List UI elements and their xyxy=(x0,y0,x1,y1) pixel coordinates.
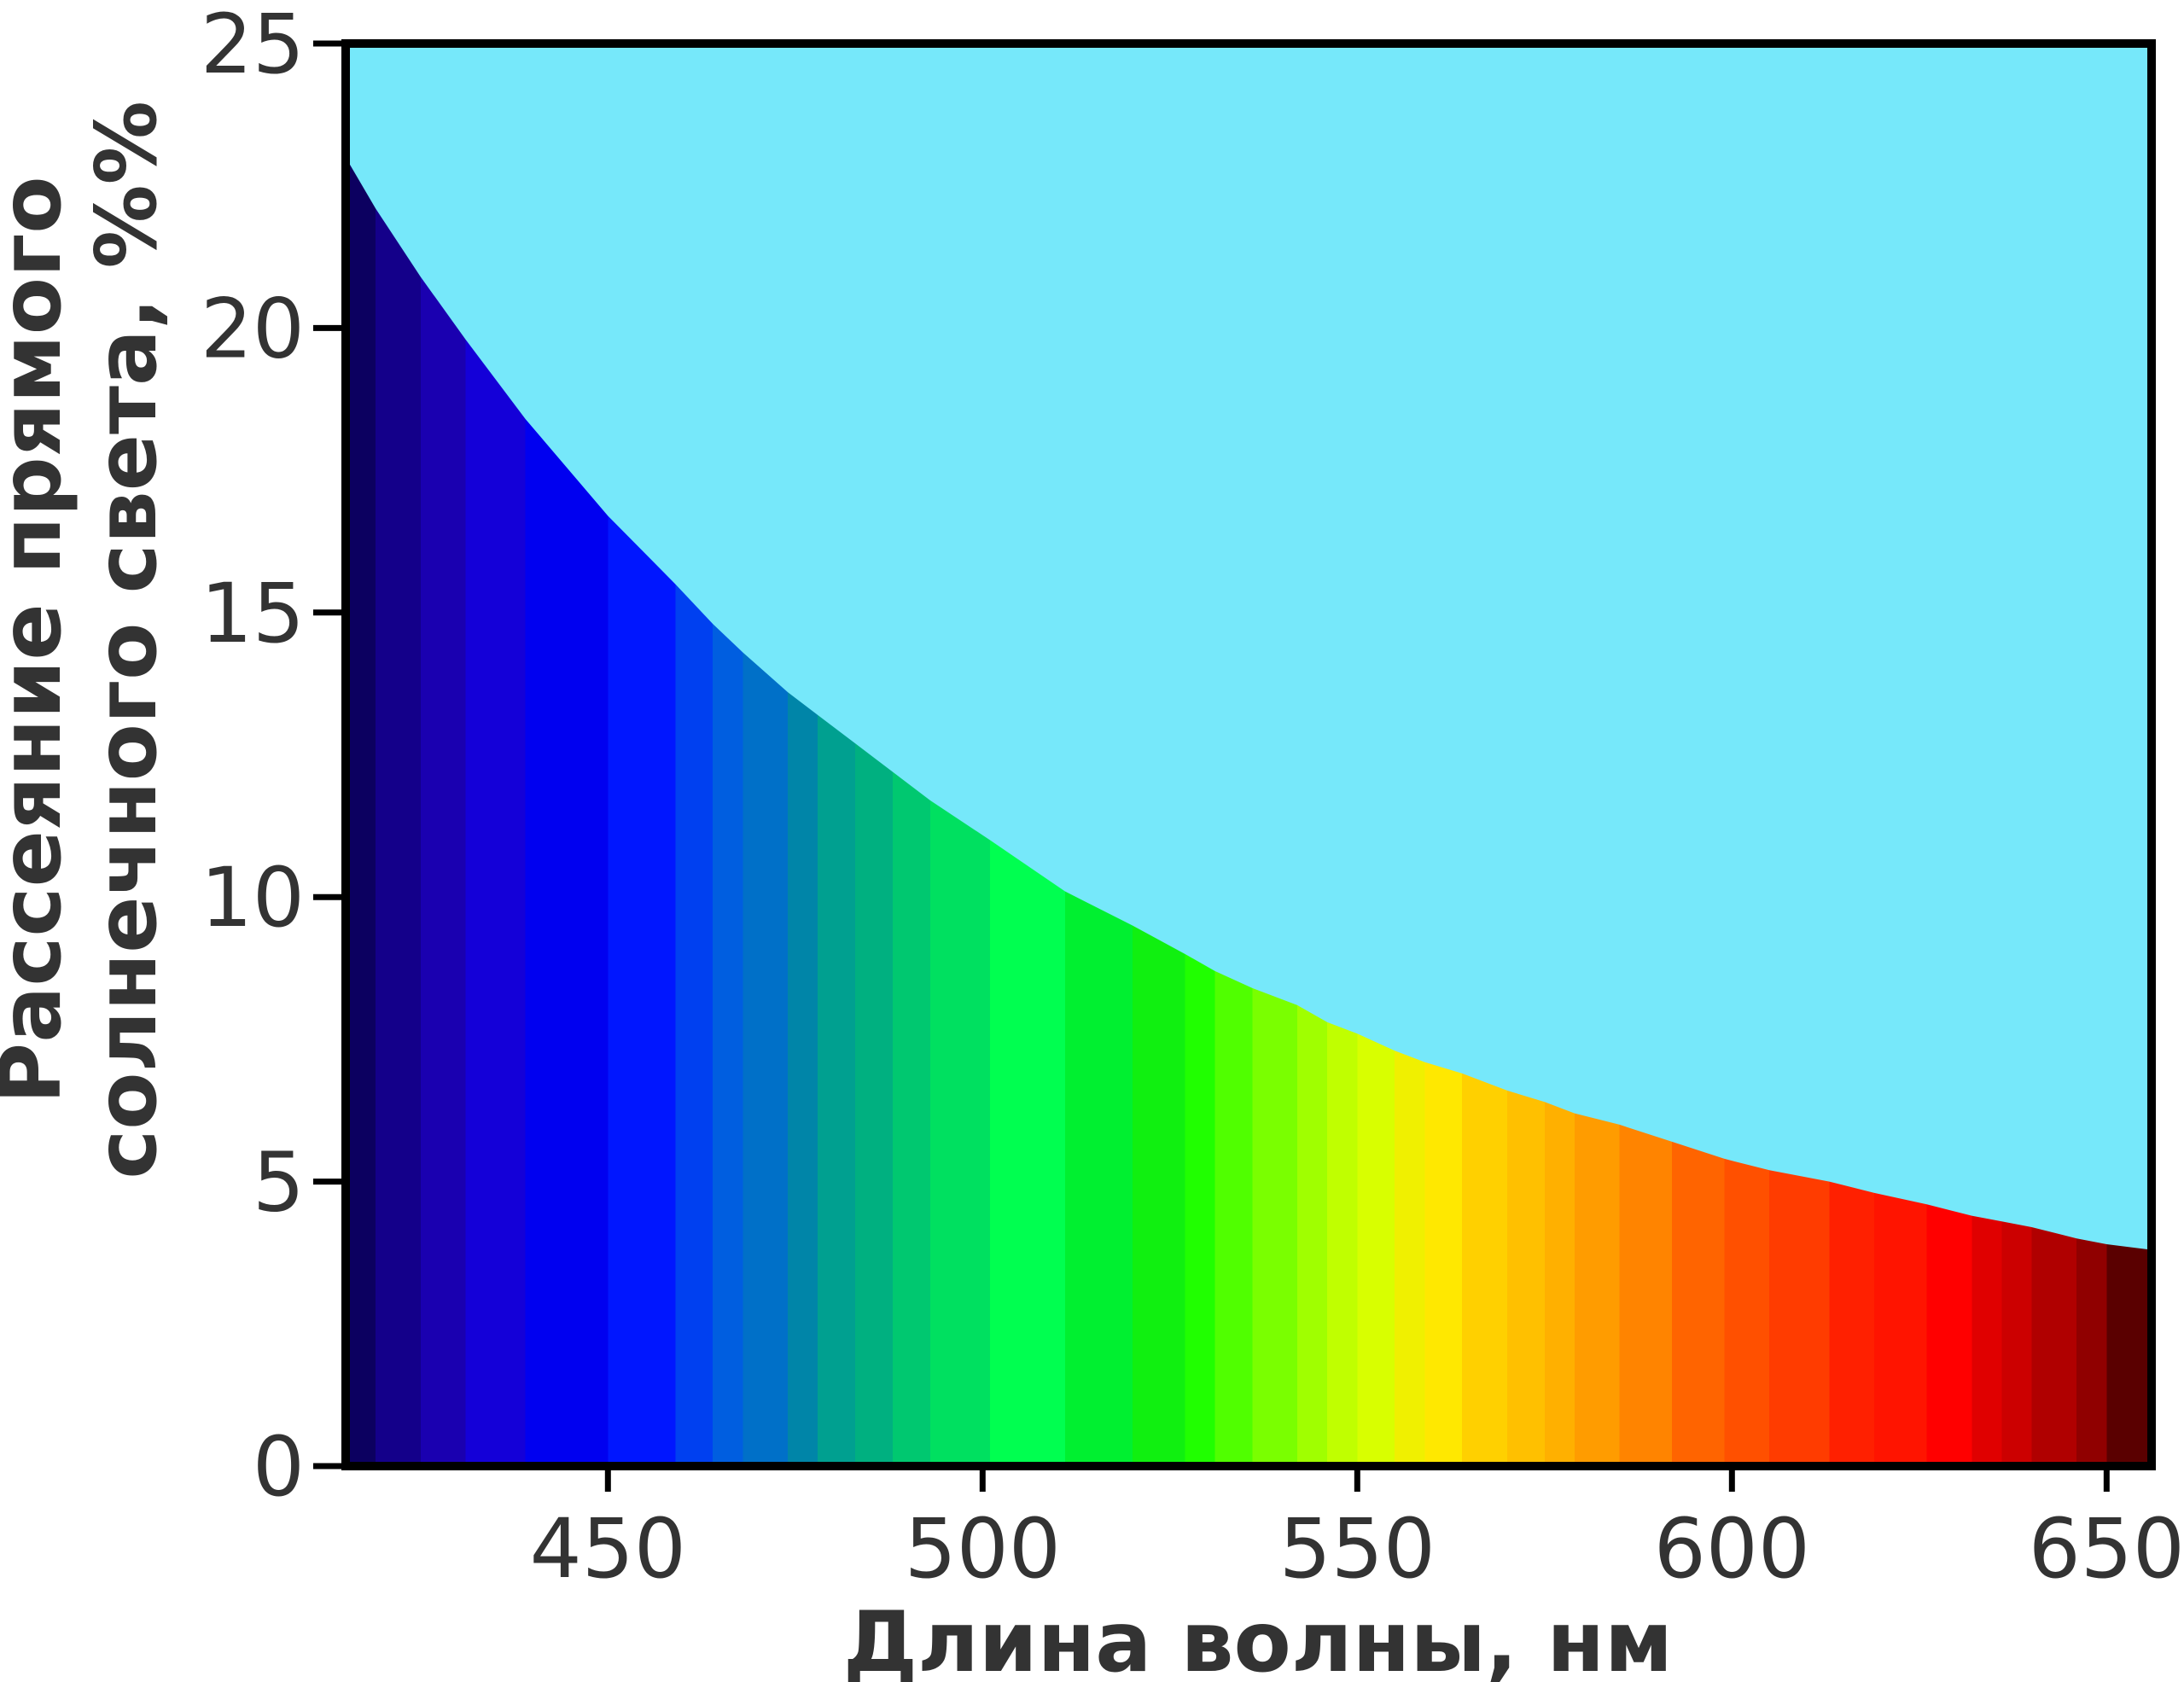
y-axis-label-line: солнечного света, %% xyxy=(79,101,176,1179)
y-tick-label: 20 xyxy=(201,281,305,376)
y-tick-label: 5 xyxy=(253,1135,305,1231)
y-axis-label: Рассеяние прямого солнечного света, %% xyxy=(0,101,176,1179)
plot-frame xyxy=(341,39,2156,1470)
y-tick-label: 0 xyxy=(253,1419,305,1515)
x-tick-label: 550 xyxy=(1279,1501,1436,1597)
x-tick-label: 600 xyxy=(1654,1501,1810,1597)
y-tick-label: 25 xyxy=(201,0,305,92)
x-tick-label: 650 xyxy=(2029,1501,2184,1597)
area xyxy=(346,157,2152,1467)
x-tick-label: 500 xyxy=(905,1501,1061,1597)
y-tick-label: 10 xyxy=(201,850,305,946)
y-axis-label-line: Рассеяние прямого xyxy=(0,176,80,1103)
x-tick-label: 450 xyxy=(530,1501,686,1597)
y-tick-label: 15 xyxy=(201,566,305,661)
x-axis-label: Длина волны, нм xyxy=(843,1594,1673,1682)
